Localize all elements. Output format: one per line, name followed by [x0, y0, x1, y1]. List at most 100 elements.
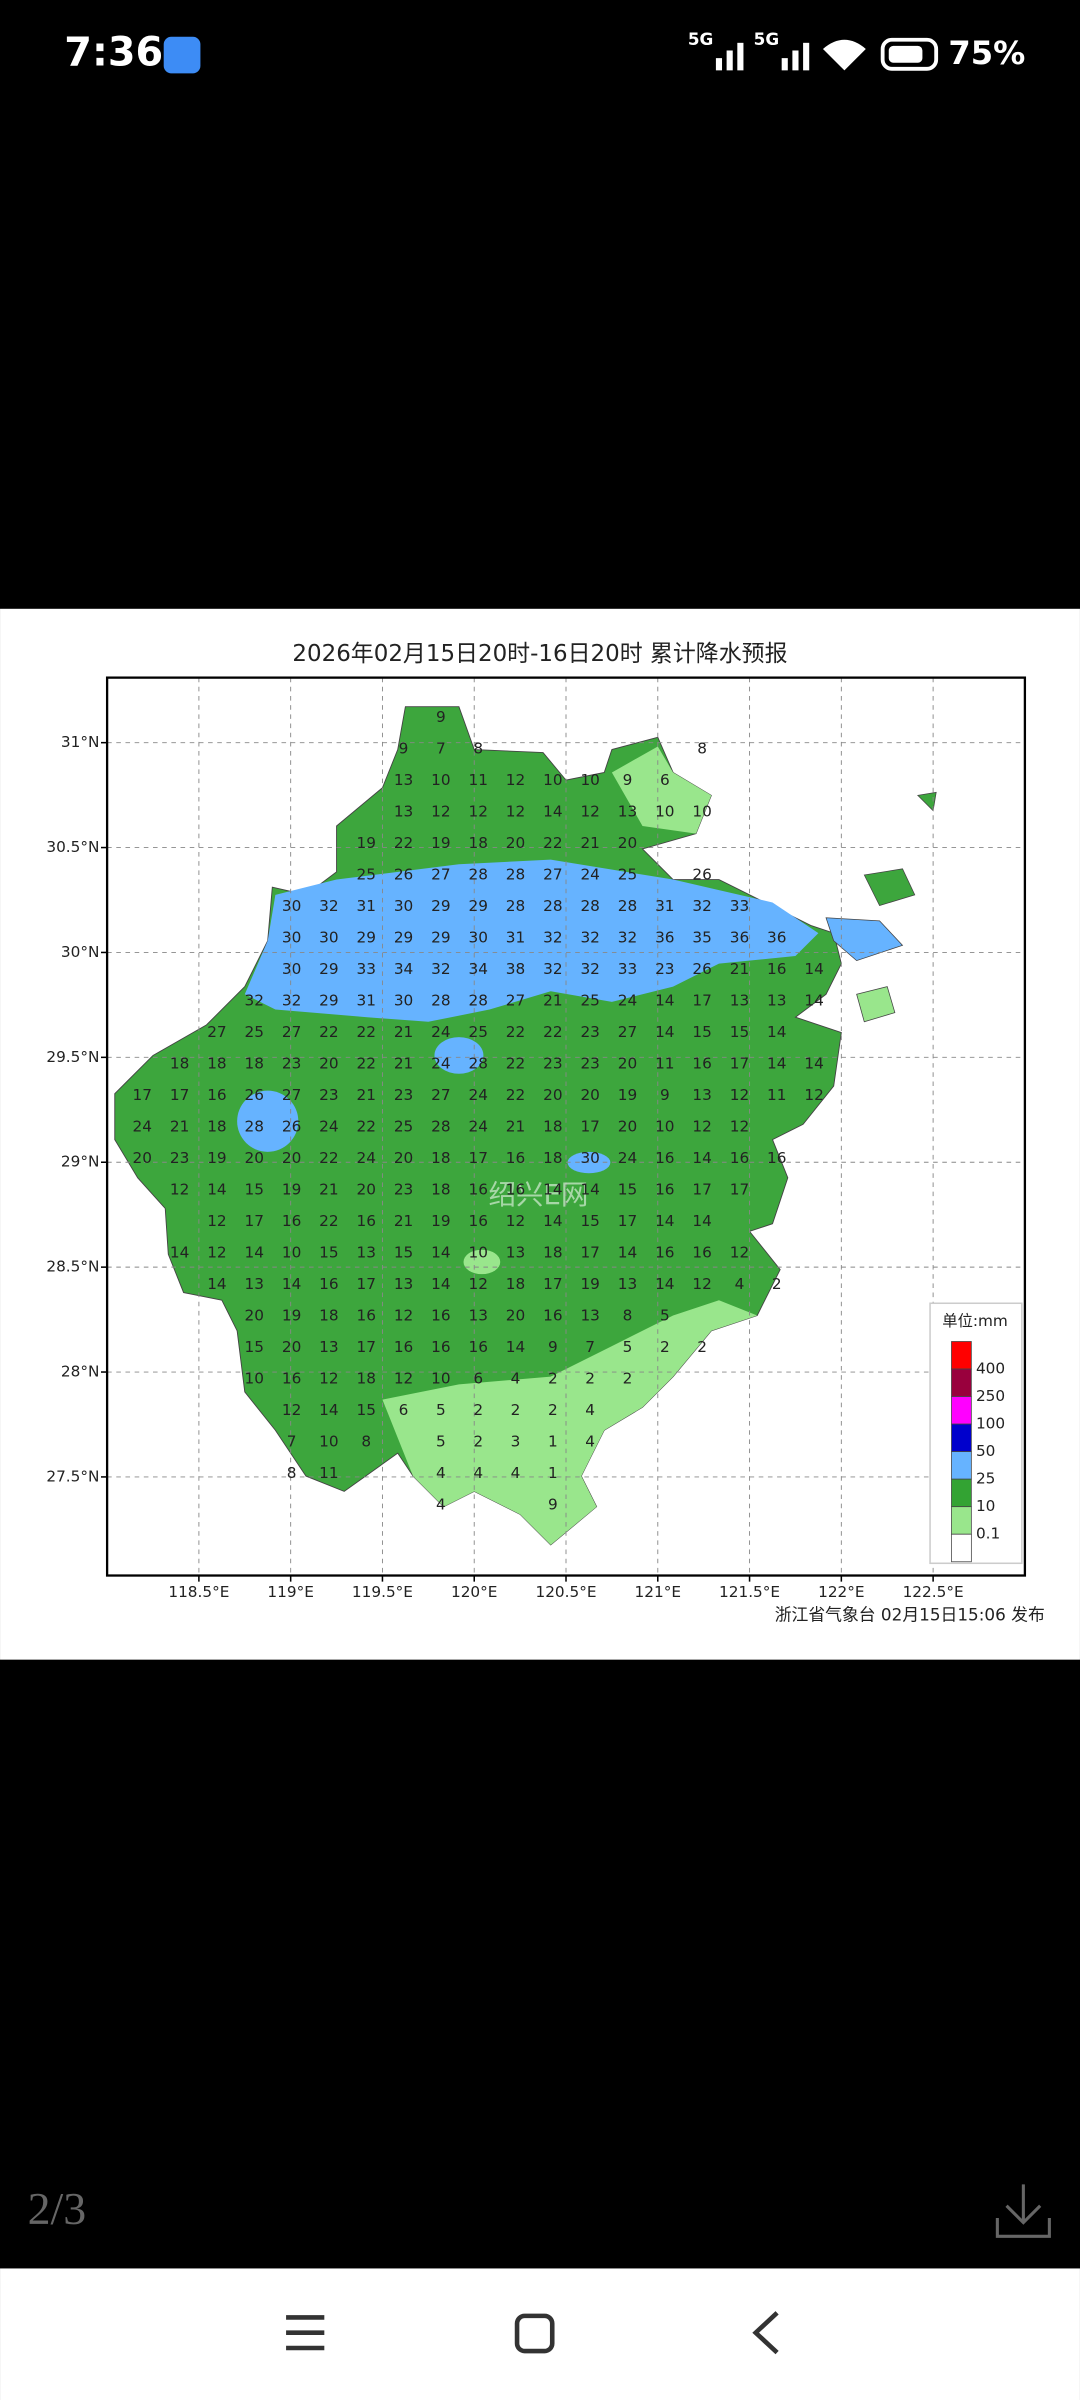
forecast-value: 30: [394, 897, 413, 915]
forecast-value: 12: [804, 1086, 823, 1104]
forecast-value: 4: [511, 1370, 521, 1388]
forecast-value: 25: [618, 865, 637, 883]
forecast-value: 14: [655, 1275, 674, 1293]
forecast-value: 18: [543, 1149, 562, 1167]
forecast-value: 5: [623, 1338, 633, 1356]
forecast-value: 14: [767, 1055, 786, 1073]
forecast-value: 13: [394, 802, 413, 820]
signal-icon: [715, 42, 744, 71]
legend-label: 10: [976, 1497, 995, 1515]
forecast-value: 18: [245, 1055, 264, 1073]
forecast-value: 17: [692, 1181, 711, 1199]
forecast-value: 30: [580, 1149, 599, 1167]
forecast-value: 23: [170, 1149, 189, 1167]
forecast-value: 18: [543, 1244, 562, 1262]
forecast-value: 25: [245, 1023, 264, 1041]
wifi-icon: [822, 39, 866, 71]
forecast-value: 16: [543, 1307, 562, 1325]
forecast-value: 20: [245, 1149, 264, 1167]
forecast-value: 26: [394, 865, 413, 883]
forecast-value: 32: [431, 960, 450, 978]
forecast-value: 20: [618, 1055, 637, 1073]
forecast-value: 22: [394, 834, 413, 852]
forecast-value: 22: [319, 1149, 338, 1167]
forecast-value: 20: [618, 1118, 637, 1136]
forecast-value: 18: [543, 1118, 562, 1136]
forecast-value: 28: [543, 897, 562, 915]
forecast-value: 24: [468, 1118, 487, 1136]
forecast-value: 16: [282, 1212, 301, 1230]
island: [856, 986, 896, 1023]
x-tick-label: 119°E: [267, 1583, 313, 1601]
back-button[interactable]: [752, 2311, 779, 2355]
forecast-value: 14: [543, 1181, 562, 1199]
forecast-value: 30: [468, 928, 487, 946]
forecast-value: 28: [468, 865, 487, 883]
forecast-value: 10: [245, 1370, 264, 1388]
forecast-value: 21: [506, 1118, 525, 1136]
forecast-value: 13: [767, 991, 786, 1009]
y-tick-label: 28°N: [61, 1363, 100, 1381]
forecast-value: 29: [394, 928, 413, 946]
download-button[interactable]: [995, 2184, 1051, 2238]
forecast-value: 14: [543, 802, 562, 820]
forecast-value: 17: [692, 991, 711, 1009]
forecast-value: 14: [655, 1212, 674, 1230]
forecast-value: 38: [506, 960, 525, 978]
forecast-value: 10: [580, 771, 599, 789]
forecast-value: 20: [543, 1086, 562, 1104]
legend-title: 单位:mm: [942, 1312, 1007, 1330]
rain-zone: [463, 1249, 501, 1275]
forecast-value: 32: [580, 928, 599, 946]
forecast-value: 20: [133, 1149, 152, 1167]
battery-percent: 75%: [948, 34, 1025, 72]
forecast-value: 24: [468, 1086, 487, 1104]
forecast-value: 20: [282, 1149, 301, 1167]
rain-zone: [244, 859, 819, 1022]
forecast-value: 16: [394, 1338, 413, 1356]
forecast-value: 13: [468, 1307, 487, 1325]
forecast-value: 15: [245, 1181, 264, 1199]
forecast-value: 11: [767, 1086, 786, 1104]
forecast-value: 12: [468, 802, 487, 820]
forecast-value: 29: [319, 960, 338, 978]
forecast-value: 19: [580, 1275, 599, 1293]
forecast-value: 16: [357, 1307, 376, 1325]
legend-swatch: [951, 1368, 972, 1397]
forecast-value: 36: [767, 928, 786, 946]
forecast-value: 4: [735, 1275, 745, 1293]
forecast-value: 12: [730, 1086, 749, 1104]
forecast-value: 21: [580, 834, 599, 852]
forecast-value: 32: [618, 928, 637, 946]
home-button[interactable]: [514, 2313, 555, 2354]
forecast-value: 8: [361, 1433, 371, 1451]
forecast-value: 15: [245, 1338, 264, 1356]
forecast-value: 10: [543, 771, 562, 789]
forecast-value: 4: [436, 1464, 446, 1482]
forecast-value: 27: [618, 1023, 637, 1041]
forecast-value: 6: [473, 1370, 483, 1388]
menu-button[interactable]: [286, 2315, 325, 2351]
forecast-value: 10: [431, 1370, 450, 1388]
legend-swatch: [951, 1506, 972, 1535]
forecast-value: 18: [207, 1055, 226, 1073]
forecast-value: 25: [357, 865, 376, 883]
forecast-value: 24: [319, 1118, 338, 1136]
forecast-value: 28: [580, 897, 599, 915]
forecast-value: 24: [580, 865, 599, 883]
forecast-value: 5: [436, 1433, 446, 1451]
x-tick-label: 122.5°E: [903, 1583, 964, 1601]
forecast-value: 23: [580, 1055, 599, 1073]
legend-swatch: [951, 1423, 972, 1453]
y-tick-label: 31°N: [61, 733, 100, 751]
forecast-value: 18: [207, 1118, 226, 1136]
forecast-value: 10: [655, 1118, 674, 1136]
forecast-value: 16: [319, 1275, 338, 1293]
forecast-value: 18: [319, 1307, 338, 1325]
forecast-value: 32: [543, 928, 562, 946]
forecast-value: 12: [319, 1370, 338, 1388]
forecast-value: 14: [580, 1181, 599, 1199]
forecast-value: 32: [692, 897, 711, 915]
forecast-value: 8: [473, 739, 483, 757]
forecast-value: 28: [468, 991, 487, 1009]
